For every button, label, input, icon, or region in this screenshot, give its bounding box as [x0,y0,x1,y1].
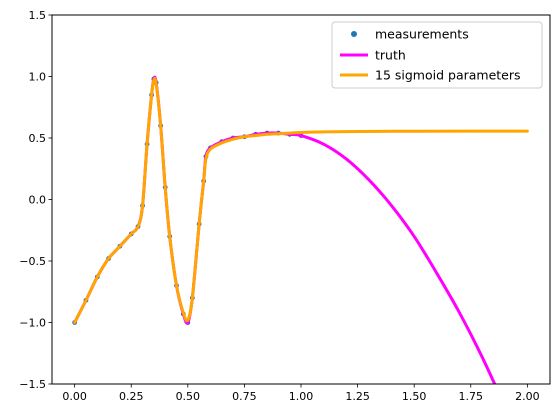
y-tick-label: −1.0 [19,317,46,330]
x-tick-label: 0.00 [62,390,87,403]
x-tick-label: 1.50 [402,390,427,403]
y-tick-label: −0.5 [19,255,46,268]
legend-label-truth: truth [375,48,406,63]
x-tick-label: 2.00 [515,390,540,403]
legend-label-measurements: measurements [375,27,469,42]
x-tick-label: 0.25 [119,390,144,403]
series-layer [72,75,529,384]
legend-label-sigmoid: 15 sigmoid parameters [375,68,521,83]
legend: measurements truth 15 sigmoid parameters [331,21,543,89]
y-tick-label: 0.0 [29,194,47,207]
x-tick-label: 1.75 [459,390,484,403]
x-tick-label: 0.75 [232,390,257,403]
plot-frame [51,14,551,385]
y-tick-label: 1.5 [29,9,47,22]
y-tick-label: 0.5 [29,132,47,145]
y-tick-label: −1.5 [19,378,46,391]
series-line-15-sigmoid-parameters [73,76,529,324]
x-tick-label: 0.50 [176,390,201,403]
y-tick-label: 1.0 [29,71,47,84]
axes-layer: 0.00 0.25 0.50 0.75 1.00 1.25 1.50 1.75 2.00 −1.5… [19,9,539,403]
x-tick-label: 1.25 [345,390,370,403]
x-tick-label: 1.00 [289,390,314,403]
legend-marker-measurements [351,31,357,37]
legend-box [331,21,543,89]
